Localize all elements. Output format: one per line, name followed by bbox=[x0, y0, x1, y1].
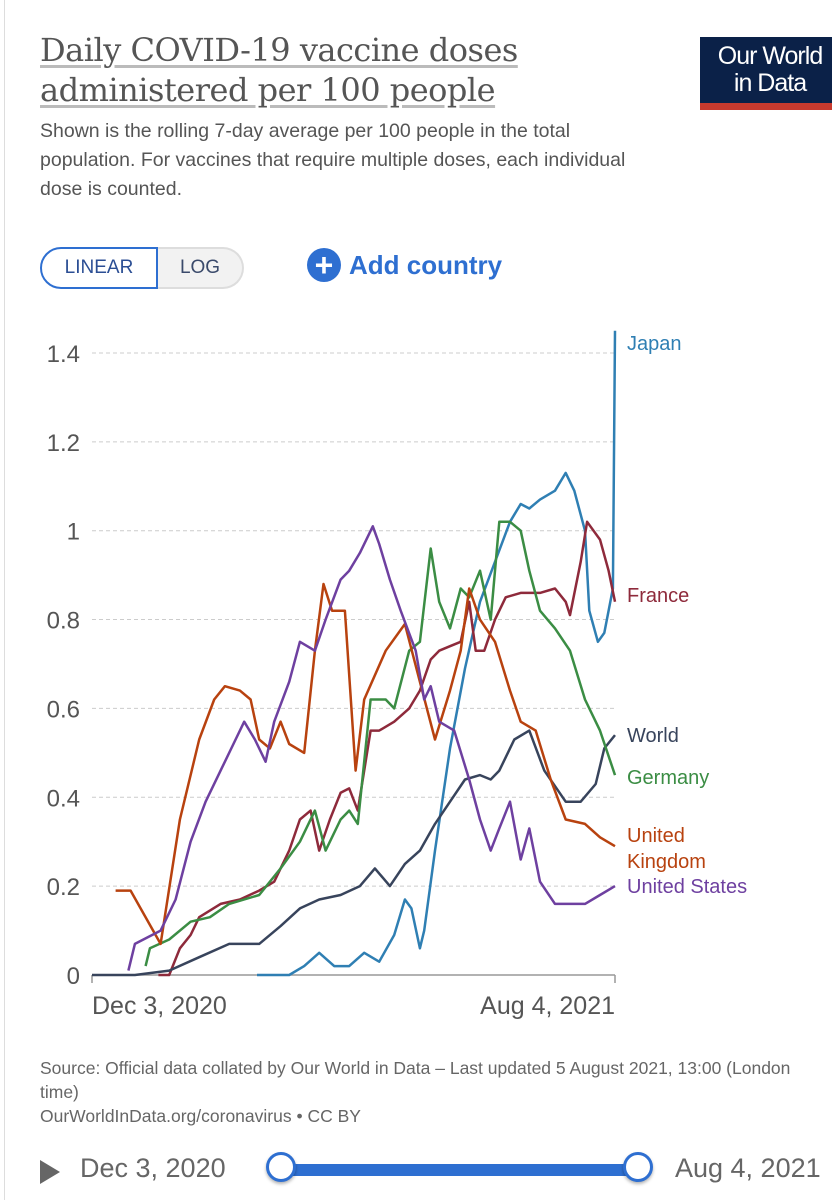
plus-circle-icon: + bbox=[307, 248, 341, 282]
y-tick-label: 1 bbox=[67, 519, 80, 546]
y-tick-label: 0 bbox=[67, 963, 80, 990]
log-scale-button[interactable]: LOG bbox=[158, 247, 244, 289]
chart-subtitle: Shown is the rolling 7-day average per 1… bbox=[40, 120, 626, 200]
logo-line-1: Our World bbox=[717, 42, 823, 70]
timeline: Dec 3, 2020 Aug 4, 2021 bbox=[0, 1150, 832, 1194]
series-line-united-kingdom[interactable] bbox=[115, 582, 616, 946]
series-label-france[interactable]: France bbox=[627, 585, 689, 607]
x-tick-label-start: Dec 3, 2020 bbox=[92, 992, 227, 1020]
source-text: Source: Official data collated by Our Wo… bbox=[40, 1058, 791, 1102]
series-label-united-states[interactable]: United States bbox=[627, 876, 747, 898]
series-line-united-states[interactable] bbox=[127, 525, 616, 971]
play-icon[interactable] bbox=[40, 1160, 60, 1184]
x-tick-label-end: Aug 4, 2021 bbox=[480, 992, 615, 1020]
line-chart: 0 0.2 0.4 0.6 0.8 1 1.2 1.4 Dec 3, 2020 Aug 4, … bbox=[47, 330, 747, 1020]
linear-scale-button[interactable]: LINEAR bbox=[40, 247, 158, 289]
y-tick-label: 0.4 bbox=[47, 785, 80, 812]
series-label-germany[interactable]: Germany bbox=[627, 767, 709, 789]
add-country-label: Add country bbox=[349, 249, 503, 280]
y-tick-label: 1.4 bbox=[47, 341, 80, 368]
series-line-france[interactable] bbox=[158, 520, 617, 977]
series-label-world[interactable]: World bbox=[627, 725, 679, 747]
chart-title[interactable]: Daily COVID-19 vaccine doses administere… bbox=[40, 31, 518, 109]
y-tick-label: 1.2 bbox=[47, 430, 80, 457]
page-border bbox=[4, 0, 5, 1200]
timeline-start-label: Dec 3, 2020 bbox=[80, 1153, 226, 1183]
source-note: Source: Official data collated by Our Wo… bbox=[40, 1056, 800, 1128]
logo-accent-bar bbox=[700, 103, 832, 110]
scale-toggle: LINEAR LOG bbox=[40, 247, 244, 289]
source-link[interactable]: OurWorldInData.org/coronavirus • CC BY bbox=[40, 1106, 361, 1126]
timeline-start-handle[interactable] bbox=[266, 1152, 296, 1182]
timeline-end-handle[interactable] bbox=[623, 1152, 653, 1182]
add-country-button[interactable]: + Add country bbox=[307, 248, 502, 282]
timeline-end-label: Aug 4, 2021 bbox=[675, 1153, 821, 1183]
series-line-germany[interactable] bbox=[144, 520, 617, 967]
y-tick-label: 0.8 bbox=[47, 608, 80, 635]
series-label-japan[interactable]: Japan bbox=[627, 333, 682, 355]
y-tick-label: 0.2 bbox=[47, 874, 80, 901]
logo-line-2: in Data bbox=[733, 69, 807, 97]
owid-logo[interactable]: Our World in Data bbox=[700, 37, 832, 103]
y-tick-label: 0.6 bbox=[47, 696, 80, 723]
series-label-united-kingdom[interactable]: United Kingdom bbox=[627, 825, 706, 873]
timeline-track[interactable] bbox=[282, 1164, 637, 1176]
